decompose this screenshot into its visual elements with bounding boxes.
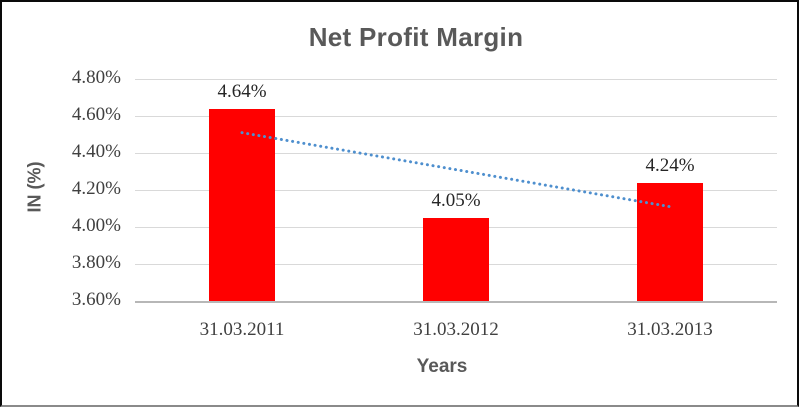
y-tick-label: 4.80% — [71, 67, 121, 88]
chart-title: Net Profit Margin — [308, 22, 524, 52]
bar-data-label: 4.05% — [431, 189, 481, 211]
x-axis-line — [135, 301, 777, 303]
gridline — [135, 79, 777, 80]
gridline — [135, 153, 777, 154]
x-category-label: 31.03.2012 — [413, 319, 499, 340]
y-tick-label: 4.20% — [71, 178, 121, 199]
y-tick-label: 3.60% — [71, 289, 121, 310]
bar — [637, 182, 703, 301]
y-tick-label: 4.60% — [71, 104, 121, 125]
x-axis-title: Years — [416, 356, 468, 377]
bar-data-label: 4.64% — [217, 80, 267, 102]
y-tick-label: 4.00% — [71, 215, 121, 236]
bar — [209, 108, 275, 301]
bar — [423, 217, 489, 301]
gridline — [135, 190, 777, 191]
plot-area — [135, 79, 777, 303]
y-tick-label: 3.80% — [71, 252, 121, 273]
x-category-label: 31.03.2013 — [627, 319, 713, 340]
trendline-svg — [240, 131, 672, 209]
x-category-label: 31.03.2011 — [199, 319, 285, 340]
y-tick-label: 4.40% — [71, 141, 121, 162]
trendline — [240, 131, 672, 209]
bar-data-label: 4.24% — [645, 154, 695, 176]
gridline — [135, 116, 777, 117]
